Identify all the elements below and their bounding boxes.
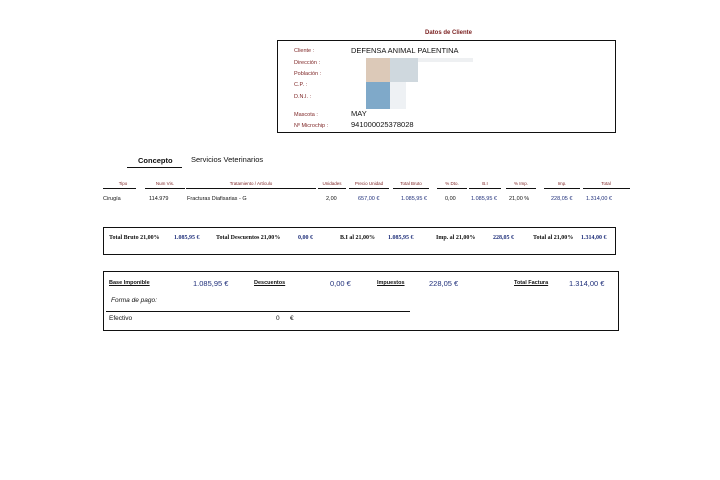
cell-bruto: 1.085,95 € [401, 196, 427, 202]
microchip-label: Nº Microchip : [294, 123, 329, 129]
cell-bi: 1.085,95 € [471, 196, 497, 202]
tax-totals-box: Total Bruto 21,00% 1.085,95 € Total Desc… [103, 227, 616, 255]
microchip-value: 941000025378028 [351, 120, 414, 129]
column-header: Precio Unidad [354, 181, 384, 186]
header-underline [469, 188, 501, 189]
total-value: 1.314,00 € [581, 235, 607, 241]
discounts-label: Descuentos [254, 280, 286, 286]
invoice-summary-box: Base Imponible 1.085,95 € Descuentos 0,0… [103, 271, 619, 331]
total-label: Total al 21,00% [533, 235, 574, 241]
taxes-label: Impuestos [377, 280, 405, 286]
column-header: Imp. [557, 181, 567, 186]
column-header: Unidades [322, 181, 342, 186]
column-header: Tipo [118, 181, 128, 186]
header-underline [437, 188, 467, 189]
bi-label: B.I al 21,00% [340, 235, 376, 241]
header-underline [349, 188, 389, 189]
header-underline [506, 188, 536, 189]
tab-servicios[interactable]: Servicios Veterinarios [191, 155, 264, 164]
payment-method-label: Forma de pago: [111, 297, 157, 304]
column-header: Total [601, 181, 611, 186]
invoice-total-value: 1.314,00 € [569, 279, 605, 288]
total-descuentos-label: Total Descuentos 21,00% [216, 235, 281, 241]
payment-currency: € [290, 315, 294, 322]
redaction-block [390, 82, 406, 109]
postal-code-label: C.P. : [294, 82, 308, 88]
discounts-value: 0,00 € [330, 279, 351, 288]
cell-pimp: 21,00 % [509, 196, 530, 202]
header-underline [145, 188, 185, 189]
cell-tipo: Cirugía [103, 196, 121, 202]
base-value: 1.085,95 € [193, 279, 229, 288]
dni-label: D.N.I. : [294, 94, 312, 100]
invoice-total-label: Total Factura [514, 280, 549, 286]
payment-divider [106, 311, 410, 312]
redaction-block [366, 82, 390, 109]
header-underline [318, 188, 346, 189]
column-header: Tratamiento / Artículo [229, 181, 273, 186]
client-value: DEFENSA ANIMAL PALENTINA [351, 46, 459, 55]
client-section-heading: Datos de Cliente [425, 30, 473, 36]
imp-label: Imp. al 21,00% [436, 235, 476, 241]
header-underline [544, 188, 580, 189]
cell-unidades: 2,00 [326, 196, 337, 202]
column-header: % Dto. [445, 181, 459, 186]
column-header: Total Bruto [400, 181, 422, 186]
bi-value: 1.085,95 € [388, 235, 414, 241]
cell-dto: 0,00 [445, 196, 456, 202]
column-header: Num Vis. [155, 181, 175, 186]
redaction-block [418, 58, 473, 62]
header-underline [186, 188, 316, 189]
total-bruto-label: Total Bruto 21,00% [109, 235, 160, 241]
client-label: Cliente : [294, 48, 315, 54]
town-label: Población : [294, 71, 322, 77]
column-header: B.I [482, 181, 488, 186]
redaction-block [366, 58, 390, 82]
taxes-value: 228,05 € [429, 279, 459, 288]
cell-num: 114.979 [149, 196, 169, 202]
payment-amount: 0 [276, 315, 280, 322]
payment-method-value: Efectivo [109, 315, 133, 322]
header-underline [583, 188, 630, 189]
cell-imp: 228,05 € [551, 196, 573, 202]
pet-label: Mascota : [294, 112, 318, 118]
cell-tratamiento: Fracturas Diafisarias - G [187, 196, 247, 202]
header-underline [103, 188, 136, 189]
tab-concepto[interactable]: Concepto [138, 156, 173, 165]
client-info-box: Cliente : DEFENSA ANIMAL PALENTINA Direc… [277, 40, 616, 133]
address-label: Dirección : [294, 60, 320, 66]
redaction-block [390, 58, 418, 82]
cell-total: 1.314,00 € [586, 196, 612, 202]
base-label: Base Imponible [109, 280, 150, 286]
pet-value: MAY [351, 109, 367, 118]
cell-precio: 657,00 € [358, 196, 380, 202]
column-header: % Imp. [513, 181, 528, 186]
total-bruto-value: 1.085,95 € [174, 235, 200, 241]
imp-value: 228,05 € [493, 235, 514, 241]
tab-underline [127, 167, 182, 168]
header-underline [393, 188, 429, 189]
total-descuentos-value: 0,00 € [298, 235, 313, 241]
